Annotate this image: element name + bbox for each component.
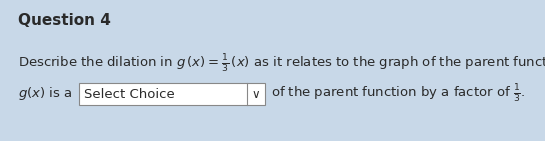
Text: Describe the dilation in $g\,(x) = \frac{1}{3}\,(x)$ as it relates to the graph : Describe the dilation in $g\,(x) = \frac…: [18, 53, 545, 75]
Text: of the parent function by a factor of $\frac{1}{3}$.: of the parent function by a factor of $\…: [271, 83, 525, 105]
Text: Question 4: Question 4: [18, 13, 111, 28]
Text: Select Choice: Select Choice: [84, 88, 175, 101]
FancyBboxPatch shape: [79, 83, 265, 105]
Text: $g(x)$ is a: $g(x)$ is a: [18, 85, 72, 103]
Text: ∨: ∨: [251, 88, 259, 101]
